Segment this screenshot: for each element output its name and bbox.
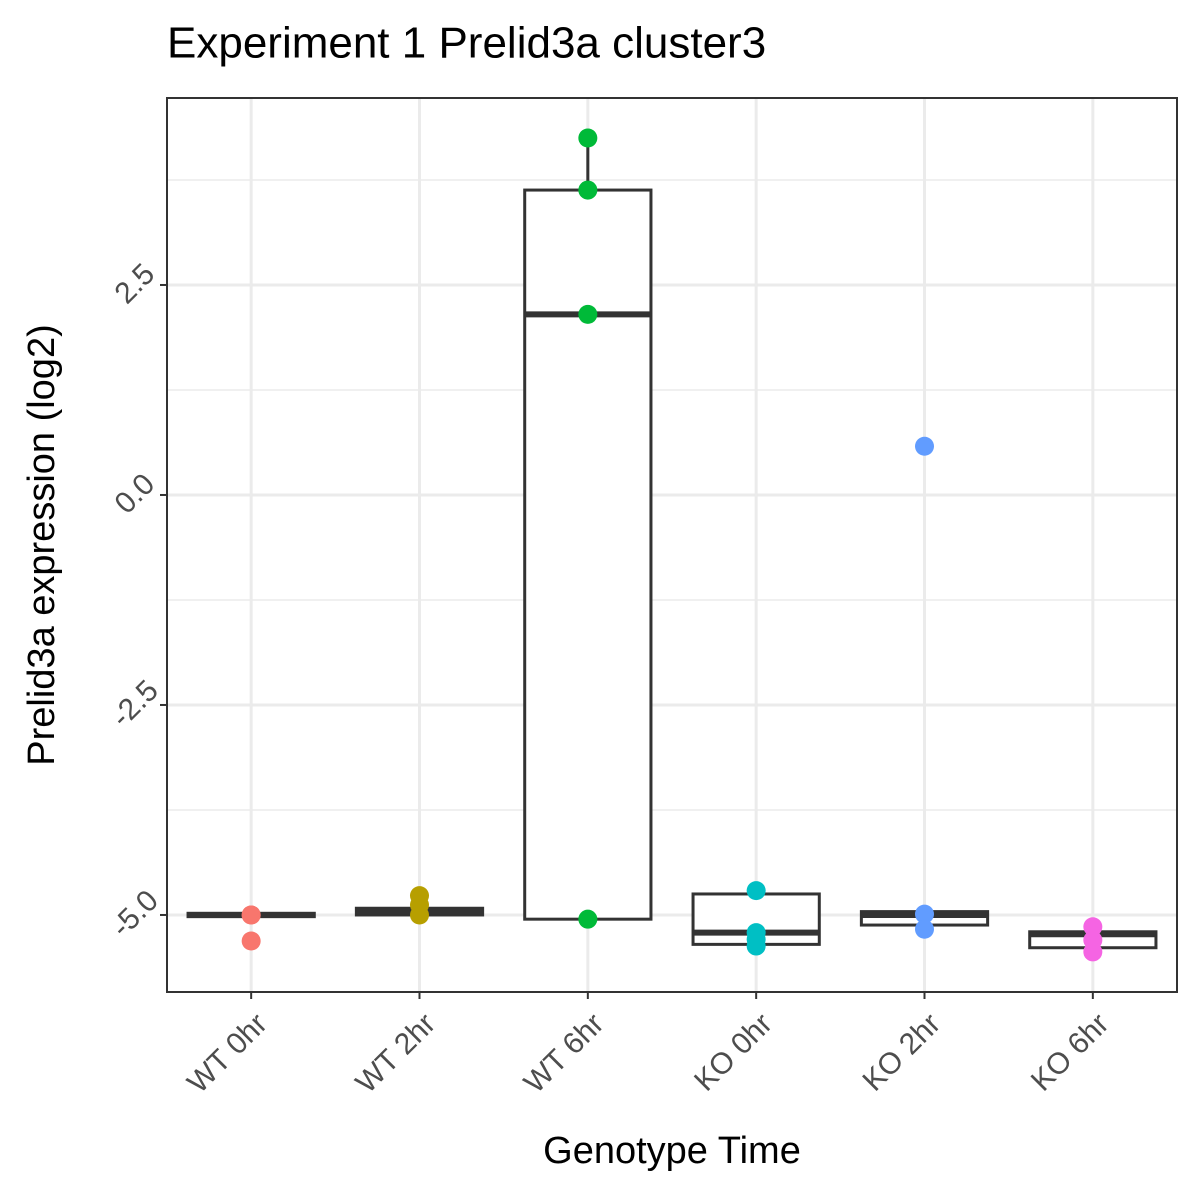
point <box>915 919 934 939</box>
point <box>241 905 261 925</box>
point <box>578 304 598 324</box>
point <box>410 905 429 925</box>
point <box>746 881 766 901</box>
box-group <box>186 905 316 951</box>
y-axis-title: Prelid3a expression (log2) <box>21 324 63 765</box>
box-group <box>1028 917 1158 962</box>
point <box>241 931 261 951</box>
box-group <box>523 128 653 929</box>
point <box>578 909 598 929</box>
point <box>578 128 598 148</box>
box <box>523 188 653 921</box>
box-group <box>859 436 990 939</box>
point <box>1083 917 1103 937</box>
x-axis-title: Genotype Time <box>543 1130 801 1172</box>
chart-title: Experiment 1 Prelid3a cluster3 <box>167 19 766 68</box>
point <box>1083 942 1103 962</box>
point <box>746 936 766 956</box>
point <box>915 436 934 456</box>
point <box>915 904 934 924</box>
box-group <box>691 881 821 956</box>
point <box>578 180 598 200</box>
box-group <box>354 886 485 925</box>
plot-border <box>166 97 1178 993</box>
